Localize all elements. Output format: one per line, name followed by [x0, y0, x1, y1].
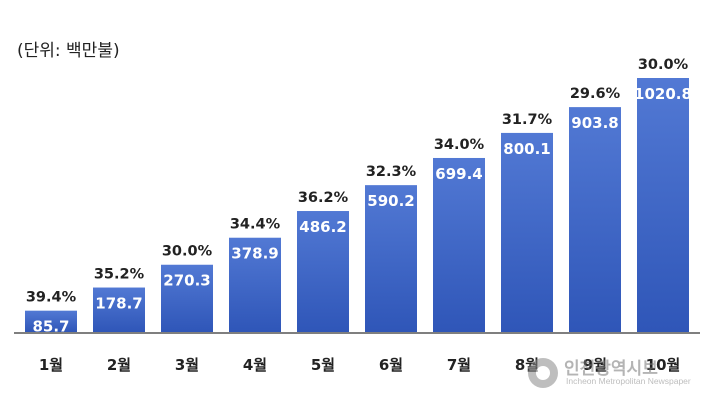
value-label: 590.2 [367, 192, 414, 210]
unit-label: (단위: 백만불) [17, 41, 120, 61]
value-label: 85.7 [32, 318, 69, 336]
bar-9월 [569, 107, 621, 332]
rate-label: 30.0% [162, 244, 213, 260]
value-label: 178.7 [95, 295, 142, 313]
bar-4월 [229, 237, 281, 332]
bar-5월 [297, 211, 349, 332]
bar-8월 [501, 132, 553, 332]
rate-label: 39.4% [26, 290, 77, 306]
value-label: 378.9 [231, 245, 278, 263]
rate-label: 35.2% [94, 267, 145, 283]
category-label: 4월 [243, 356, 267, 374]
rate-label: 34.0% [434, 137, 485, 153]
bar-1월 [25, 310, 77, 332]
bar-6월 [365, 185, 417, 332]
category-label: 7월 [447, 356, 471, 374]
watermark-title: 인천광역시보 [564, 359, 658, 379]
category-label: 10월 [646, 356, 681, 374]
value-label: 486.2 [299, 218, 346, 236]
rate-label: 29.6% [570, 86, 621, 102]
category-label: 3월 [175, 356, 199, 374]
bar-2월 [93, 287, 145, 332]
category-label: 9월 [583, 356, 607, 374]
rate-label: 36.2% [298, 190, 349, 206]
rate-label: 32.3% [366, 164, 417, 180]
category-label: 1월 [39, 356, 63, 374]
value-label: 1020.8 [634, 85, 692, 103]
rate-label: 30.0% [638, 57, 689, 73]
value-label: 903.8 [571, 114, 618, 132]
category-label: 5월 [311, 356, 335, 374]
bar-3월 [161, 264, 213, 332]
rate-label: 34.4% [230, 217, 281, 233]
bar-10월 [637, 78, 689, 332]
watermark-subtitle: Incheon Metropolitan Newspaper [566, 376, 691, 386]
category-label: 2월 [107, 356, 131, 374]
watermark: 인천광역시보 Incheon Metropolitan Newspaper [528, 352, 708, 392]
newspaper-logo-icon [528, 358, 558, 388]
bar-7월 [433, 157, 485, 332]
category-label: 6월 [379, 356, 403, 374]
value-label: 699.4 [435, 165, 482, 183]
value-label: 270.3 [163, 272, 210, 290]
value-label: 800.1 [503, 140, 550, 158]
rate-label: 31.7% [502, 112, 553, 128]
